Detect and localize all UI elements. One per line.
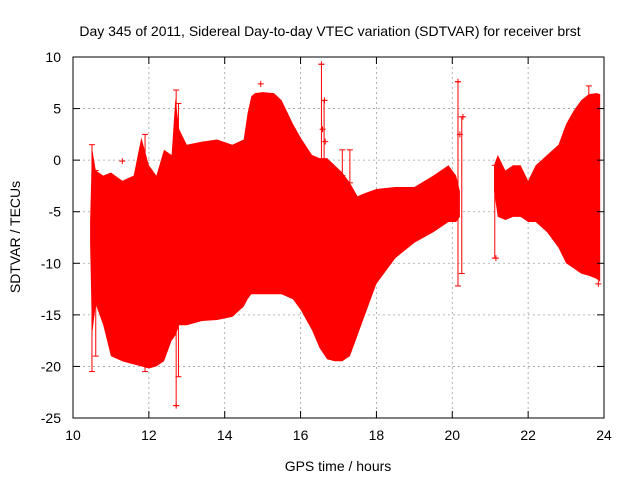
- variation-band: [90, 92, 460, 369]
- y-tick-label: 0: [53, 152, 61, 168]
- x-tick-label: 10: [65, 427, 81, 443]
- x-tick-label: 12: [141, 427, 157, 443]
- y-tick-label: 10: [45, 49, 61, 65]
- y-axis-label: SDTVAR / TECUs: [7, 181, 23, 293]
- y-tick-label: -20: [41, 358, 61, 374]
- outlier-point: [322, 138, 329, 145]
- data-series: [88, 61, 602, 409]
- outlier-point: [257, 80, 264, 87]
- outlier-point: [454, 78, 461, 85]
- outlier-point: [119, 158, 126, 165]
- y-tick-label: -5: [49, 204, 62, 220]
- x-tick-label: 20: [444, 427, 460, 443]
- x-tick-label: 22: [520, 427, 536, 443]
- axis-ticks: 10 12 14 16 18 20 22 24 -25 -20 -15 -10 -5 0 5 10: [41, 49, 612, 443]
- outlier-point: [459, 113, 466, 120]
- outlier-point: [173, 402, 180, 409]
- plot-frame: [72, 56, 605, 419]
- x-tick-label: 16: [293, 427, 309, 443]
- x-tick-label: 14: [217, 427, 233, 443]
- y-tick-label: 5: [53, 101, 61, 117]
- outlier-point: [319, 126, 326, 133]
- x-axis-label: GPS time / hours: [285, 458, 392, 474]
- y-tick-label: -25: [41, 410, 61, 426]
- x-tick-label: 24: [596, 427, 612, 443]
- outlier-point: [318, 61, 325, 68]
- outlier-point: [595, 280, 602, 287]
- chart-title: Day 345 of 2011, Sidereal Day-to-day VTE…: [79, 23, 580, 39]
- y-tick-label: -15: [41, 307, 61, 323]
- outlier-point: [456, 131, 463, 138]
- variation-band: [494, 93, 601, 282]
- y-tick-label: -10: [41, 255, 61, 271]
- outlier-point: [492, 255, 499, 262]
- x-tick-label: 18: [369, 427, 385, 443]
- outlier-point: [321, 97, 328, 104]
